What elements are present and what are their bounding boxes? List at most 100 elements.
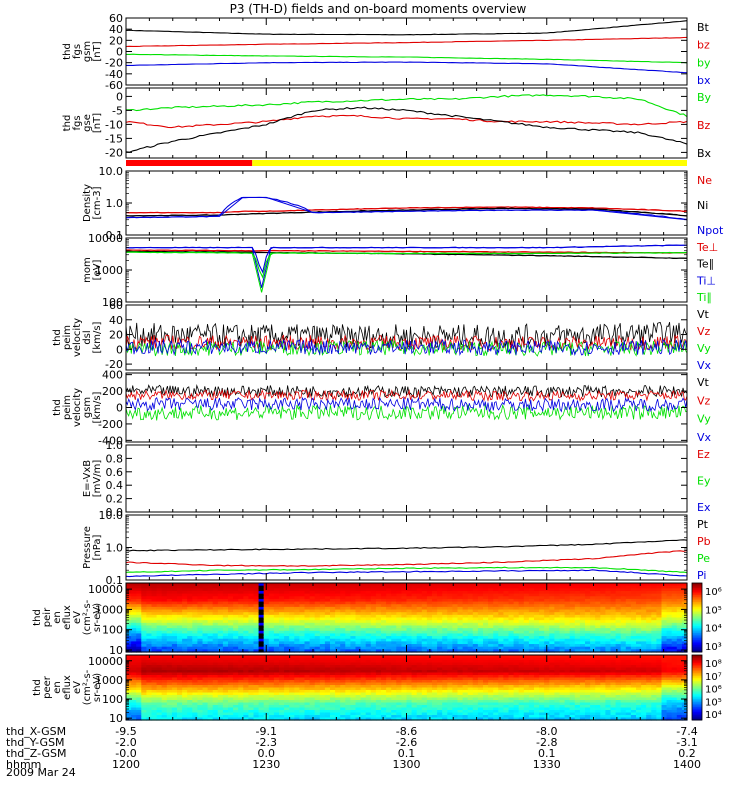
heatmap-cell [273, 601, 280, 605]
heatmap-cell [324, 715, 331, 719]
heatmap-cell [641, 630, 647, 635]
heatmap-cell [263, 590, 270, 595]
heatmap-cell [472, 606, 479, 611]
heatmap-cell [279, 601, 285, 605]
heatmap-cell [375, 646, 382, 650]
heatmap-cell [299, 710, 306, 714]
heatmap-cell [126, 695, 132, 699]
heatmap-cell [350, 697, 357, 701]
heatmap-cell [248, 590, 255, 595]
heatmap-cell [126, 667, 132, 671]
heatmap-cell [304, 636, 311, 640]
heatmap-cell [141, 685, 147, 689]
heatmap-cell [324, 590, 331, 595]
heatmap-cell [579, 625, 586, 629]
heatmap-cell [549, 633, 555, 637]
heatmap-cell [340, 657, 346, 661]
heatmap-cell [268, 710, 275, 714]
heatmap-cell [651, 614, 657, 619]
heatmap-cell [182, 665, 188, 669]
heatmap-cell [330, 649, 336, 653]
heatmap-cell [671, 588, 678, 592]
heatmap-cell [243, 692, 249, 696]
heatmap-cell [146, 657, 153, 661]
heatmap-cell [309, 672, 316, 676]
heatmap-cell [284, 636, 290, 640]
heatmap-cell [432, 620, 438, 624]
heatmap-cell [131, 682, 137, 686]
heatmap-cell [401, 622, 408, 627]
heatmap-cell [161, 697, 168, 701]
heatmap-cell [340, 606, 346, 611]
heatmap-cell [625, 628, 632, 632]
heatmap-cell [166, 670, 173, 674]
heatmap-cell [126, 617, 132, 621]
heatmap-cell [202, 601, 209, 605]
heatmap-cell [273, 593, 280, 597]
heatmap-cell [467, 633, 474, 637]
heatmap-cell [661, 620, 668, 624]
heatmap-cell [319, 585, 326, 589]
heatmap-cell [319, 625, 326, 629]
heatmap-cell [228, 604, 234, 608]
heatmap-cell [146, 707, 153, 711]
heatmap-cell [360, 717, 367, 721]
heatmap-cell [207, 604, 214, 608]
heatmap-cell [141, 702, 147, 706]
heatmap-cell [590, 604, 596, 608]
heatmap-cell [228, 692, 234, 696]
heatmap-cell [636, 622, 642, 627]
heatmap-cell [314, 622, 321, 627]
heatmap-cell [126, 687, 132, 691]
heatmap-cell [304, 590, 311, 595]
heatmap-cell [248, 690, 255, 694]
heatmap-cell [126, 690, 132, 694]
heatmap-cell [350, 712, 357, 716]
heatmap-cell [528, 620, 535, 624]
heatmap-cell [544, 596, 550, 600]
y-axis-label: eflux [62, 605, 73, 630]
heatmap-cell [314, 593, 321, 597]
y-tick-label: 0.8 [106, 452, 124, 465]
heatmap-cell [488, 636, 494, 640]
heatmap-cell [615, 641, 622, 645]
heatmap-cell [299, 697, 306, 701]
heatmap-cell [345, 695, 351, 699]
heatmap-cell [319, 690, 326, 694]
heatmap-cell [253, 606, 260, 611]
heatmap-cell [161, 644, 168, 648]
heatmap-cell [309, 670, 316, 674]
heatmap-cell [299, 601, 306, 605]
heatmap-cell [360, 604, 367, 608]
heatmap-cell [233, 617, 239, 621]
heatmap-cell [406, 620, 413, 624]
heatmap-cell [248, 715, 255, 719]
heatmap-cell [386, 601, 392, 605]
heatmap-cell [345, 697, 351, 701]
heatmap-cell [212, 657, 219, 661]
heatmap-cell [233, 609, 239, 613]
heatmap-cell [595, 620, 601, 624]
heatmap-cell [146, 601, 153, 605]
heatmap-cell [401, 585, 408, 589]
heatmap-cell [253, 695, 260, 699]
heatmap-cell [263, 638, 270, 642]
heatmap-cell [171, 680, 178, 684]
heatmap-cell [177, 672, 183, 676]
heatmap-cell [309, 660, 316, 664]
heatmap-cell [136, 620, 142, 624]
y-tick-label: 10.0 [99, 165, 124, 178]
heatmap-cell [212, 672, 219, 676]
heatmap-cell [253, 644, 260, 648]
heatmap-cell [299, 680, 306, 684]
heatmap-cell [161, 717, 168, 721]
heatmap-cell [483, 614, 489, 619]
heatmap-cell [554, 620, 561, 624]
heatmap-cell [222, 690, 229, 694]
heatmap-cell [493, 596, 499, 600]
heatmap-cell [360, 665, 367, 669]
heatmap-cell [467, 641, 474, 645]
heatmap-cell [330, 692, 336, 696]
heatmap-cell [284, 685, 290, 689]
heatmap-cell [166, 692, 173, 696]
